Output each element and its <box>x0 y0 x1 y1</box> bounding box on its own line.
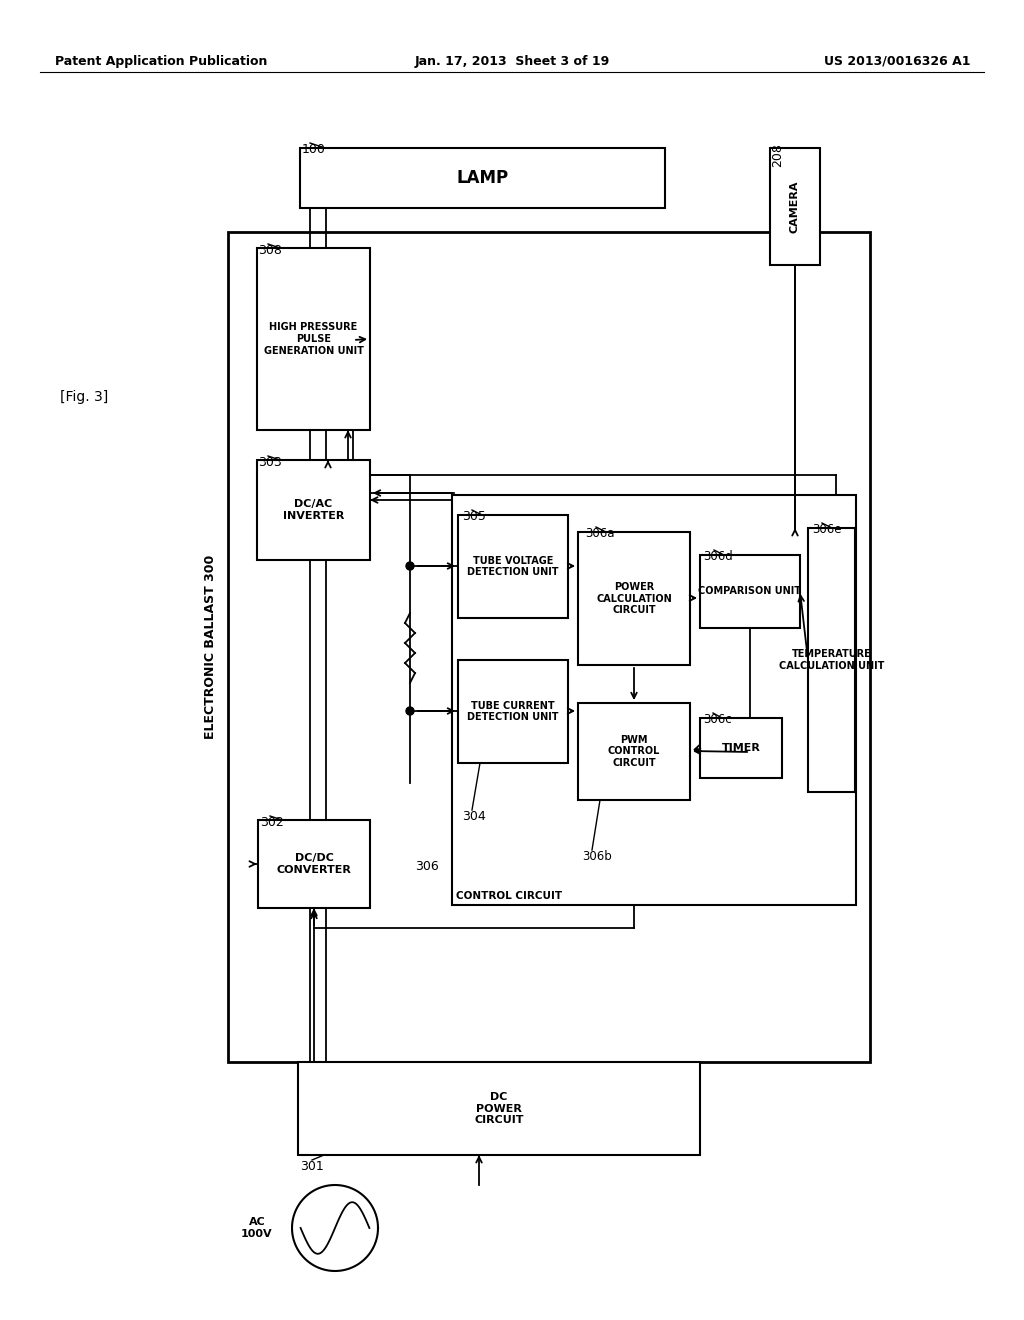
Bar <box>452 495 856 906</box>
Bar <box>300 148 665 209</box>
Text: 304: 304 <box>462 810 485 822</box>
Text: [Fig. 3]: [Fig. 3] <box>60 389 109 404</box>
Text: DC
POWER
CIRCUIT: DC POWER CIRCUIT <box>474 1092 523 1125</box>
Text: HIGH PRESSURE
PULSE
GENERATION UNIT: HIGH PRESSURE PULSE GENERATION UNIT <box>263 322 364 355</box>
Text: Patent Application Publication: Patent Application Publication <box>55 55 267 69</box>
Text: AC
100V: AC 100V <box>242 1217 272 1238</box>
Text: POWER
CALCULATION
CIRCUIT: POWER CALCULATION CIRCUIT <box>596 582 672 615</box>
Text: 305: 305 <box>462 510 485 523</box>
Text: US 2013/0016326 A1: US 2013/0016326 A1 <box>823 55 970 69</box>
Text: 306d: 306d <box>703 550 733 564</box>
Text: 306: 306 <box>415 861 438 873</box>
Text: 301: 301 <box>300 1160 324 1173</box>
Bar <box>458 515 568 618</box>
Bar <box>257 459 370 560</box>
Bar <box>458 660 568 763</box>
Text: Jan. 17, 2013  Sheet 3 of 19: Jan. 17, 2013 Sheet 3 of 19 <box>415 55 609 69</box>
Text: 306b: 306b <box>582 850 611 863</box>
Text: DC/AC
INVERTER: DC/AC INVERTER <box>283 499 344 521</box>
Circle shape <box>406 562 414 570</box>
Text: PWM
CONTROL
CIRCUIT: PWM CONTROL CIRCUIT <box>608 735 660 768</box>
Bar <box>700 718 782 777</box>
Bar <box>808 528 855 792</box>
Text: TEMPERATURE
CALCULATION UNIT: TEMPERATURE CALCULATION UNIT <box>779 649 884 671</box>
Text: COMPARISON UNIT: COMPARISON UNIT <box>698 586 802 597</box>
Text: 100: 100 <box>302 143 326 156</box>
Bar <box>770 148 820 265</box>
Text: 306e: 306e <box>812 523 842 536</box>
Text: ELECTRONIC BALLAST 300: ELECTRONIC BALLAST 300 <box>204 554 216 739</box>
Text: 208: 208 <box>771 143 784 166</box>
Text: 306a: 306a <box>585 527 614 540</box>
Bar <box>700 554 800 628</box>
Text: CAMERA: CAMERA <box>790 181 800 232</box>
Text: 303: 303 <box>258 455 282 469</box>
Bar <box>228 232 870 1063</box>
Text: DC/DC
CONVERTER: DC/DC CONVERTER <box>276 853 351 875</box>
Text: 302: 302 <box>260 816 284 829</box>
Text: 306c: 306c <box>703 713 731 726</box>
Bar <box>298 1063 700 1155</box>
Bar <box>578 532 690 665</box>
Text: LAMP: LAMP <box>457 169 509 187</box>
Bar <box>258 820 370 908</box>
Text: TIMER: TIMER <box>722 743 761 752</box>
Text: CONTROL CIRCUIT: CONTROL CIRCUIT <box>456 891 562 902</box>
Bar <box>578 704 690 800</box>
Text: TUBE VOLTAGE
DETECTION UNIT: TUBE VOLTAGE DETECTION UNIT <box>467 556 559 577</box>
Text: 308: 308 <box>258 244 282 257</box>
Bar <box>257 248 370 430</box>
Text: TUBE CURRENT
DETECTION UNIT: TUBE CURRENT DETECTION UNIT <box>467 701 559 722</box>
Circle shape <box>406 708 414 715</box>
